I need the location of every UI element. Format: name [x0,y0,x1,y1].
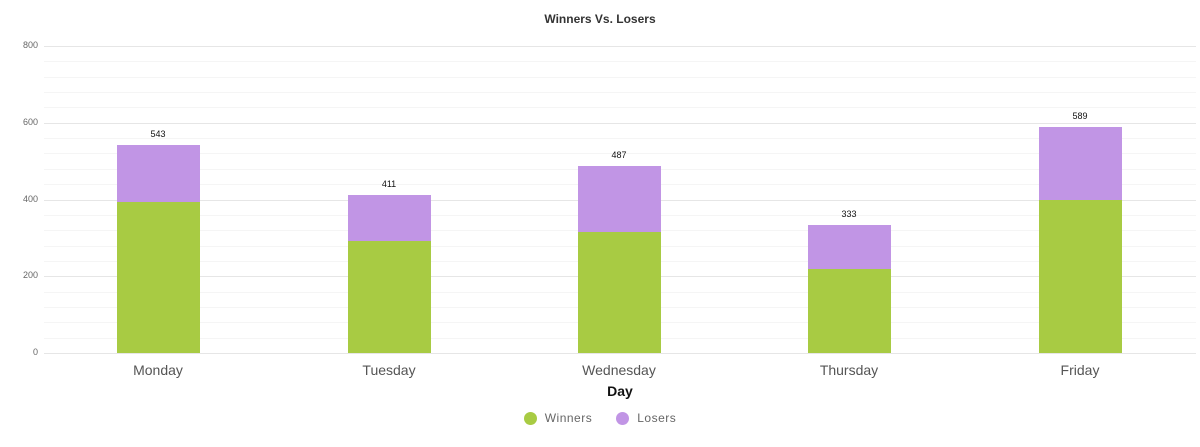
bar-total-label: 543 [150,128,166,139]
x-tick-label: Friday [1060,362,1100,378]
gridline [44,122,1196,124]
gridline [44,153,1196,155]
gridline [44,92,1196,94]
gridline [44,76,1196,78]
y-tick-label: 400 [22,193,38,204]
legend-label-losers: Losers [637,411,677,425]
bar-wednesday[interactable]: 487 [577,150,661,353]
x-tick-label: Thursday [819,362,879,378]
chart-title: Winners Vs. Losers [544,12,656,26]
bar-segment-losers[interactable] [1038,126,1122,201]
x-tick-label: Monday [133,362,183,378]
bar-tuesday[interactable]: 411 [347,179,431,353]
bar-monday[interactable]: 543 [116,129,200,353]
bar-thursday[interactable]: 333 [807,209,891,353]
bar-total-label: 411 [381,179,397,190]
bar-segment-losers[interactable] [577,166,661,233]
bar-segment-losers[interactable] [347,195,431,241]
y-tick-label: 0 [32,347,38,357]
y-tick-label: 200 [22,270,38,281]
legend-item-losers[interactable]: Losers [616,411,676,425]
gridline [44,107,1196,109]
x-axis-title: Day [607,383,633,399]
legend-label-winners: Winners [544,411,593,425]
bar-segment-winners[interactable] [116,202,200,353]
gridline [44,353,1196,354]
bar-total-label: 333 [841,209,857,220]
bar-total-label: 487 [611,150,627,161]
gridline [44,46,1196,47]
x-tick-label: Wednesday [582,362,656,378]
plot-area: 543 411 487 333 589 [44,46,1196,354]
winners-dot-icon [523,411,537,425]
bar-segment-losers[interactable] [116,144,200,203]
x-tick-label: Tuesday [362,362,416,378]
bar-segment-losers[interactable] [807,225,891,269]
gridline [44,138,1196,140]
bar-segment-winners[interactable] [807,268,891,353]
legend-item-winners[interactable]: Winners [523,411,593,425]
y-tick-label: 600 [22,116,38,127]
bar-segment-winners[interactable] [577,232,661,353]
bar-friday[interactable]: 589 [1038,111,1122,353]
legend: Winners Losers [0,411,1200,425]
gridline [44,61,1196,63]
losers-dot-icon [616,411,630,425]
bar-segment-winners[interactable] [1038,200,1122,353]
y-tick-label: 800 [22,40,38,50]
bar-segment-winners[interactable] [347,240,431,353]
bar-total-label: 589 [1072,110,1088,121]
